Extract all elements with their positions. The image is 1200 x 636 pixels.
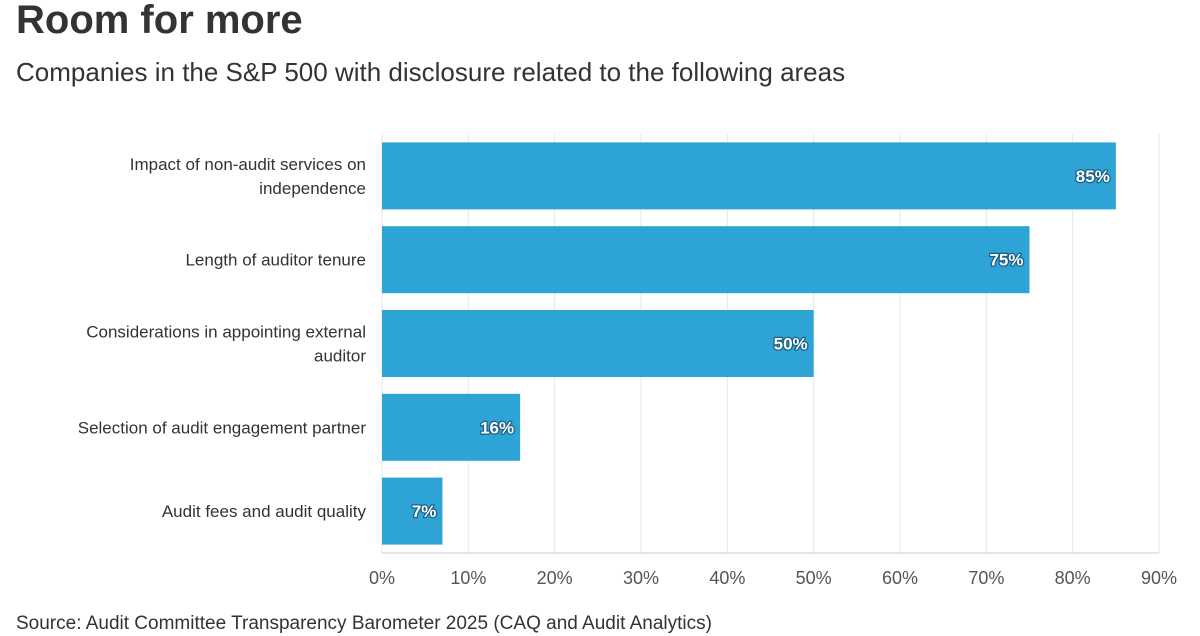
x-axis-tick-labels: 0% 10% 20% 30% 40% 50% 60% 70% 80% 90% xyxy=(369,568,1177,588)
x-tick-label: 70% xyxy=(968,568,1004,588)
bar xyxy=(382,142,1116,210)
category-label: Impact of non-audit services on independe… xyxy=(130,155,366,198)
bar xyxy=(382,226,1030,294)
x-tick-label: 0% xyxy=(369,568,395,588)
data-labels: 85% 75% 50% 16% 7% xyxy=(411,166,1111,523)
source-note: Source: Audit Committee Transparency Bar… xyxy=(16,613,712,634)
x-tick-label: 80% xyxy=(1055,568,1091,588)
bar-chart: Impact of non-audit services on independe… xyxy=(78,134,1177,588)
data-label: 16% xyxy=(480,418,514,437)
category-label: Audit fees and audit quality xyxy=(162,502,367,521)
x-tick-label: 60% xyxy=(882,568,918,588)
category-label: Considerations in appointing external aud… xyxy=(86,323,366,366)
bar xyxy=(382,310,814,377)
chart-subtitle: Companies in the S&P 500 with disclosure… xyxy=(16,57,846,87)
x-tick-label: 10% xyxy=(450,568,486,588)
x-tick-label: 90% xyxy=(1141,568,1177,588)
data-label: 75% xyxy=(989,251,1023,270)
chart-title: Room for more xyxy=(16,0,303,42)
data-label: 50% xyxy=(774,335,808,354)
bar xyxy=(382,477,443,545)
x-tick-label: 50% xyxy=(796,568,832,588)
x-tick-label: 30% xyxy=(623,568,659,588)
data-label: 7% xyxy=(412,502,437,521)
x-tick-label: 40% xyxy=(709,568,745,588)
bars xyxy=(382,142,1116,545)
data-label: 85% xyxy=(1076,167,1110,186)
category-labels: Impact of non-audit services on independe… xyxy=(78,155,367,521)
x-tick-label: 20% xyxy=(537,568,573,588)
bar xyxy=(382,393,521,461)
category-label: Length of auditor tenure xyxy=(185,251,366,270)
category-label: Selection of audit engagement partner xyxy=(78,418,367,437)
